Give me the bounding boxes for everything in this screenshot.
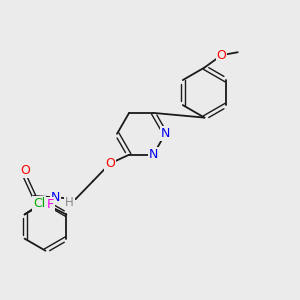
Text: O: O	[105, 157, 115, 170]
Text: O: O	[20, 164, 30, 177]
Text: N: N	[160, 127, 170, 140]
Text: O: O	[217, 49, 226, 62]
Text: N: N	[148, 148, 158, 161]
Text: H: H	[65, 196, 74, 209]
Text: F: F	[46, 198, 54, 211]
Text: N: N	[50, 191, 60, 204]
Text: Cl: Cl	[33, 197, 45, 210]
